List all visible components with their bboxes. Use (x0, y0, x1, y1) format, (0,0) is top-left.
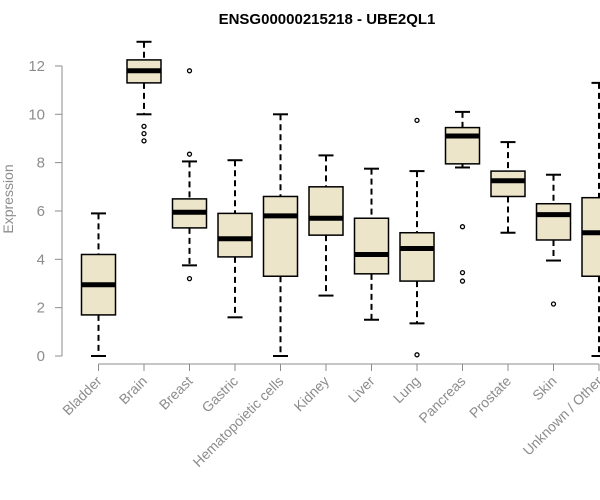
x-tick-label: Lung (390, 373, 423, 406)
outlier-point (414, 117, 420, 123)
outlier-point (550, 301, 557, 307)
outlier-point (459, 224, 466, 230)
x-tick-label: Breast (156, 373, 196, 413)
box-group (353, 167, 390, 321)
box-group (262, 113, 299, 357)
x-tick-label: Unknown / Other (520, 373, 600, 459)
box-group (535, 173, 572, 307)
box-group (399, 117, 435, 358)
outlier-point (459, 269, 466, 276)
box-group (581, 81, 600, 357)
x-tick-label: Liver (345, 373, 378, 406)
outlier-point (141, 138, 147, 144)
y-tick-label: 0 (37, 348, 45, 365)
box-group (444, 110, 481, 284)
box-iqr (444, 126, 481, 165)
box-iqr (262, 195, 299, 277)
box-group (217, 159, 253, 319)
box-group (490, 141, 526, 234)
box-iqr (217, 212, 253, 258)
box-group (80, 212, 117, 357)
box-iqr (490, 170, 526, 198)
x-tick-label: Brain (116, 373, 150, 407)
x-tick-label: Kidney (291, 373, 333, 415)
y-tick-label: 10 (28, 106, 45, 123)
box-group (308, 154, 344, 297)
box-group (171, 68, 208, 282)
x-tick-label: Hematopoietic cells (189, 373, 286, 470)
box-iqr (399, 231, 435, 282)
box-iqr (581, 196, 600, 277)
x-tick-label: Bladder (59, 373, 105, 419)
outlier-point (186, 276, 193, 282)
outlier-point (141, 130, 147, 137)
x-tick-label: Gastric (198, 373, 241, 416)
outlier-point (414, 352, 420, 358)
chart-title: ENSG00000215218 - UBE2QL1 (219, 11, 436, 28)
box-iqr (353, 217, 390, 275)
outlier-point (186, 68, 193, 74)
y-tick-label: 12 (28, 58, 45, 75)
outlier-point (459, 278, 466, 284)
box-iqr (535, 202, 572, 241)
y-tick-label: 6 (37, 203, 45, 220)
boxes (80, 40, 600, 358)
outlier-point (141, 123, 147, 130)
y-tick-label: 4 (37, 251, 45, 268)
y-tick-label: 2 (37, 300, 45, 317)
x-tick-label: Skin (529, 373, 560, 404)
y-axis-label: Expression (0, 164, 16, 233)
x-tick-label: Pancreas (415, 373, 468, 426)
outlier-point (186, 151, 193, 157)
x-tick-label: Prostate (466, 373, 514, 421)
box-iqr (308, 186, 344, 236)
y-tick-label: 8 (37, 155, 45, 172)
box-group (126, 40, 162, 144)
